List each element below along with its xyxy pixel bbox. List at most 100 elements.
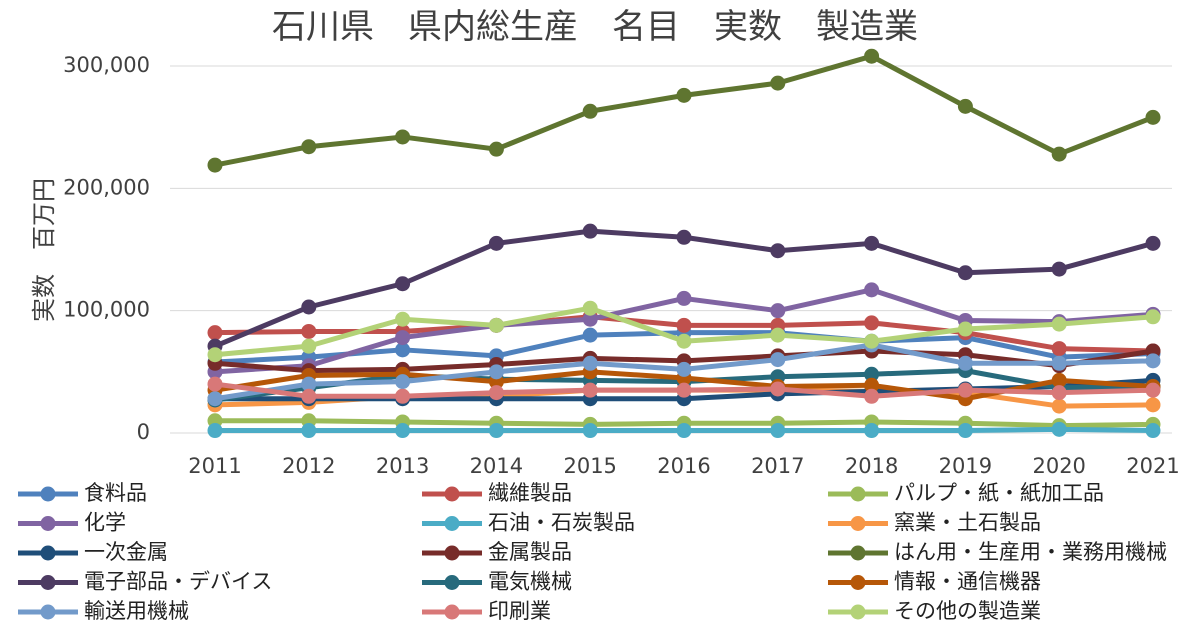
data-point	[676, 333, 692, 349]
data-point	[676, 229, 692, 245]
data-point	[957, 382, 973, 398]
data-point	[301, 388, 317, 404]
legend-label: 食料品	[84, 481, 147, 505]
data-point	[207, 376, 223, 392]
legend-label: 電気機械	[488, 570, 572, 594]
data-point	[582, 327, 598, 343]
data-point	[770, 327, 786, 343]
data-point	[1051, 355, 1067, 371]
data-point	[957, 98, 973, 114]
legend-swatch-marker	[444, 575, 460, 590]
data-point	[207, 157, 223, 173]
x-tick-label: 2020	[1032, 454, 1085, 478]
chart-title: 石川県 県内総生産 名目 実数 製造業	[272, 7, 918, 47]
legend-item: 印刷業	[422, 599, 551, 623]
legend-label: 繊維製品	[488, 481, 572, 505]
data-point	[301, 376, 317, 392]
data-point	[301, 139, 317, 155]
x-tick-label: 2011	[188, 454, 241, 478]
data-point	[582, 103, 598, 119]
data-point	[395, 129, 411, 145]
legend-label: 化学	[84, 511, 126, 535]
legend-swatch-marker	[40, 545, 56, 561]
data-point	[395, 388, 411, 404]
data-point	[207, 391, 223, 407]
legend-item: パルプ・紙・紙加工品	[828, 481, 1104, 505]
y-tick-label: 200,000	[63, 175, 150, 199]
legend-label: 輸送用機械	[84, 599, 189, 623]
series	[207, 48, 1161, 173]
data-point	[582, 355, 598, 371]
data-point	[301, 323, 317, 339]
data-point	[770, 381, 786, 397]
series-lines	[207, 48, 1161, 439]
data-point	[676, 382, 692, 398]
data-point	[676, 423, 692, 439]
data-point	[395, 276, 411, 292]
x-tick-label: 2021	[1126, 454, 1179, 478]
legend-item: 化学	[18, 511, 126, 535]
x-tick-label: 2017	[751, 454, 804, 478]
data-point	[582, 311, 598, 327]
data-point	[582, 300, 598, 316]
data-point	[676, 361, 692, 377]
legend-swatch-marker	[850, 575, 866, 590]
legend-label: 一次金属	[84, 540, 168, 564]
data-point	[864, 366, 880, 382]
data-point	[395, 311, 411, 327]
x-axis-ticks: 2011 2012 2013 2014 2015 2016 2017 2018 2019 2020…	[188, 454, 1179, 478]
data-point	[207, 347, 223, 363]
y-axis-label: 実数 百万円	[30, 178, 58, 322]
y-tick-label: 0	[137, 420, 150, 444]
legend-swatch-marker	[40, 486, 56, 502]
data-point	[488, 235, 504, 251]
series	[207, 223, 1161, 354]
x-tick-label: 2015	[563, 454, 616, 478]
data-point	[957, 321, 973, 337]
x-tick-label: 2019	[939, 454, 992, 478]
x-tick-label: 2013	[376, 454, 429, 478]
y-tick-label: 100,000	[63, 298, 150, 322]
legend-item: 電子部品・デバイス	[18, 570, 272, 594]
legend-swatch-marker	[850, 604, 866, 620]
data-point	[488, 423, 504, 439]
legend-item: その他の製造業	[828, 599, 1041, 623]
data-point	[770, 303, 786, 319]
y-axis-label-group: 実数 百万円	[30, 178, 58, 322]
legend-label: はん用・生産用・業務用機械	[894, 540, 1167, 564]
legend-label: パルプ・紙・紙加工品	[894, 481, 1104, 505]
data-point	[1051, 261, 1067, 277]
data-point	[1051, 341, 1067, 357]
legend-item: 輸送用機械	[18, 599, 189, 623]
data-point	[488, 364, 504, 380]
legend-label: 窯業・土石製品	[894, 511, 1041, 535]
data-point	[957, 265, 973, 281]
series	[207, 337, 1161, 407]
data-point	[770, 423, 786, 439]
data-point	[301, 423, 317, 439]
data-point	[582, 223, 598, 239]
data-point	[1145, 423, 1161, 439]
legend-item: 金属製品	[422, 540, 572, 564]
data-point	[864, 333, 880, 349]
legend-item: 一次金属	[18, 540, 168, 564]
data-point	[582, 382, 598, 398]
x-tick-label: 2016	[657, 454, 710, 478]
legend-swatch-marker	[850, 516, 866, 531]
data-point	[864, 423, 880, 439]
data-point	[395, 374, 411, 390]
legend-swatch-marker	[40, 604, 56, 620]
data-point	[488, 141, 504, 157]
data-point	[301, 338, 317, 354]
legend-item: 電気機械	[422, 570, 572, 594]
data-point	[864, 235, 880, 251]
data-point	[957, 423, 973, 439]
data-point	[676, 290, 692, 306]
data-point	[864, 377, 880, 393]
legend-label: その他の製造業	[894, 599, 1041, 623]
data-point	[864, 388, 880, 404]
data-point	[1051, 146, 1067, 162]
y-axis-ticks: 0 100,000 200,000 300,000	[63, 53, 150, 444]
data-point	[676, 87, 692, 103]
